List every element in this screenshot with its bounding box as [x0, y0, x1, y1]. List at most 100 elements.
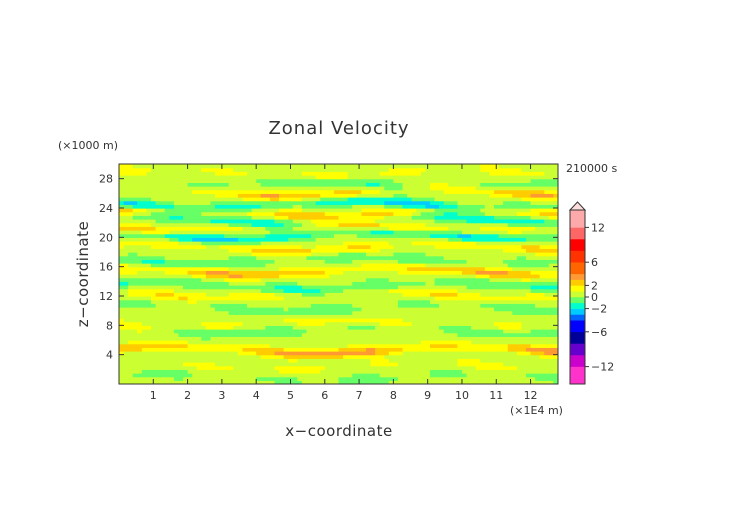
heatmap-cell	[388, 288, 394, 293]
heatmap-cell	[493, 288, 500, 293]
heatmap-cell	[434, 299, 440, 304]
heatmap-cell	[242, 200, 248, 205]
heatmap-cell	[338, 369, 344, 374]
heatmap-cell	[553, 347, 558, 352]
heatmap-cell	[192, 336, 198, 341]
heatmap-cell	[457, 325, 463, 330]
heatmap-cell	[356, 219, 362, 224]
heatmap-cell	[315, 288, 321, 293]
heatmap-cell	[461, 281, 468, 286]
heatmap-cell	[365, 208, 372, 213]
heatmap-cell	[539, 376, 545, 381]
heatmap-cell	[242, 303, 248, 308]
heatmap-cell	[155, 292, 161, 297]
heatmap-cell	[183, 226, 189, 231]
heatmap-cell	[178, 219, 184, 224]
heatmap-cell	[274, 197, 280, 202]
heatmap-cell	[311, 329, 317, 334]
heatmap-cell	[187, 255, 193, 260]
heatmap-cell	[146, 321, 152, 326]
heatmap-cell	[146, 197, 152, 202]
heatmap-cell	[201, 299, 207, 304]
heatmap-cell	[530, 255, 536, 260]
heatmap-cell	[219, 259, 225, 264]
heatmap-cell	[429, 222, 436, 227]
heatmap-cell	[452, 288, 458, 293]
heatmap-cell	[402, 193, 408, 198]
heatmap-cell	[539, 325, 545, 330]
heatmap-cell	[324, 230, 330, 235]
heatmap-cell	[123, 321, 129, 326]
heatmap-cell	[265, 208, 271, 213]
heatmap-cell	[247, 310, 253, 315]
heatmap-cell	[457, 296, 463, 301]
heatmap-cell	[333, 365, 340, 370]
heatmap-cell	[141, 358, 148, 363]
heatmap-cell	[279, 362, 285, 367]
heatmap-cell	[228, 255, 234, 260]
heatmap-cell	[548, 263, 555, 268]
heatmap-cell	[416, 343, 422, 348]
heatmap-cell	[471, 200, 477, 205]
heatmap-cell	[498, 321, 504, 326]
heatmap-cell	[265, 266, 271, 271]
heatmap-cell	[343, 351, 349, 356]
heatmap-cell	[215, 299, 221, 304]
heatmap-cell	[237, 336, 244, 341]
heatmap-cell	[475, 285, 481, 290]
heatmap-cell	[484, 340, 490, 345]
heatmap-cell	[411, 208, 417, 213]
heatmap-cell	[375, 376, 381, 381]
heatmap-cell	[361, 303, 367, 308]
heatmap-cell	[324, 200, 330, 205]
heatmap-cell	[215, 230, 221, 235]
heatmap-cell	[192, 193, 198, 198]
heatmap-cell	[279, 321, 285, 326]
heatmap-cell	[288, 241, 294, 246]
heatmap-cell	[448, 259, 454, 264]
heatmap-cell	[535, 299, 541, 304]
heatmap-cell	[146, 299, 152, 304]
heatmap-cell	[128, 292, 134, 297]
heatmap-cell	[338, 208, 344, 213]
heatmap-cell	[530, 263, 536, 268]
heatmap-cell	[361, 318, 367, 323]
heatmap-cell	[132, 274, 138, 279]
heatmap-cell	[320, 197, 326, 202]
heatmap-cell	[429, 340, 436, 345]
heatmap-cell	[333, 259, 340, 264]
heatmap-cell	[333, 266, 340, 271]
heatmap-cell	[196, 230, 202, 235]
heatmap-cell	[443, 329, 449, 334]
heatmap-cell	[141, 211, 148, 216]
heatmap-cell	[301, 230, 308, 235]
heatmap-cell	[379, 219, 385, 224]
heatmap-cell	[119, 233, 125, 238]
heatmap-cell	[544, 307, 550, 312]
heatmap-cell	[539, 321, 545, 326]
heatmap-cell	[498, 285, 504, 290]
heatmap-cell	[411, 296, 417, 301]
heatmap-cell	[292, 288, 298, 293]
heatmap-cell	[269, 270, 276, 275]
heatmap-cell	[416, 332, 422, 337]
heatmap-cell	[452, 340, 458, 345]
heatmap-cell	[311, 296, 317, 301]
heatmap-cell	[279, 204, 285, 209]
heatmap-cell	[183, 259, 189, 264]
heatmap-cell	[434, 340, 440, 345]
heatmap-cell	[219, 226, 225, 231]
heatmap-cell	[306, 358, 312, 363]
heatmap-cell	[137, 270, 143, 275]
heatmap-cell	[237, 274, 244, 279]
heatmap-cell	[292, 208, 298, 213]
heatmap-cell	[173, 332, 180, 337]
heatmap-cell	[443, 193, 449, 198]
heatmap-cell	[493, 259, 500, 264]
heatmap-cell	[425, 314, 431, 319]
heatmap-cell	[224, 296, 230, 301]
heatmap-cell	[173, 244, 180, 249]
heatmap-cell	[507, 274, 513, 279]
heatmap-cell	[548, 362, 555, 367]
heatmap-cell	[256, 288, 262, 293]
